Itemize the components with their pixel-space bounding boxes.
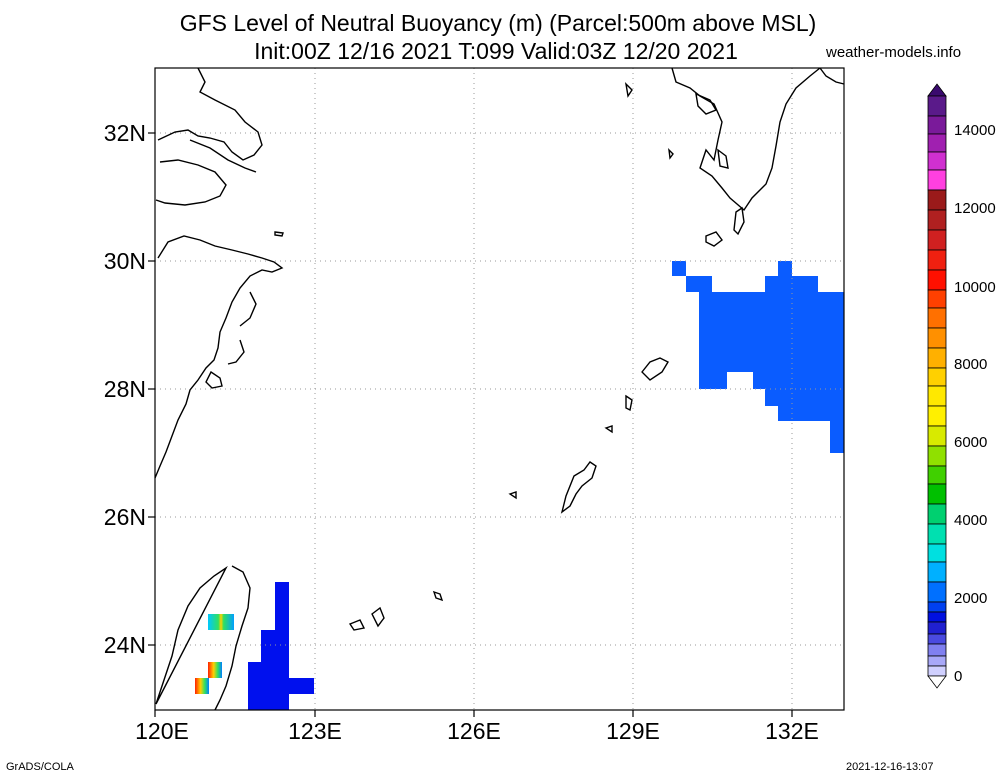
colorbar-label-10000: 10000 <box>954 279 996 296</box>
map-subtitle: Init:00Z 12/16 2021 T:099 Valid:03Z 12/2… <box>254 38 738 64</box>
footer-timestamp: 2021-12-16-13:07 <box>846 761 934 773</box>
colorbar-label-2000: 2000 <box>954 590 988 607</box>
axis-ticks <box>148 132 793 717</box>
coastlines <box>154 67 845 711</box>
lat-label-30n: 30N <box>103 248 146 274</box>
buoyancy-shading-ne <box>672 261 844 453</box>
buoyancy-spots <box>195 614 234 694</box>
lon-label-120e: 120E <box>135 718 189 744</box>
colorbar-label-6000: 6000 <box>954 434 988 451</box>
lon-label-129e: 129E <box>606 718 660 744</box>
colorbar-label-12000: 12000 <box>954 200 996 217</box>
colorbar-label-8000: 8000 <box>954 356 988 373</box>
colorbar-label-4000: 4000 <box>954 512 988 529</box>
buoyancy-shading-taiwan <box>248 582 314 710</box>
lon-label-123e: 123E <box>288 718 342 744</box>
map-title: GFS Level of Neutral Buoyancy (m) (Parce… <box>179 10 817 36</box>
lat-label-32n: 32N <box>103 120 146 146</box>
lat-label-26n: 26N <box>103 504 146 530</box>
lon-label-126e: 126E <box>447 718 501 744</box>
colorbar <box>927 83 947 689</box>
lon-label-132e: 132E <box>765 718 819 744</box>
map-gridlines <box>155 68 844 710</box>
lat-label-24n: 24N <box>103 632 146 658</box>
colorbar-label-14000: 14000 <box>954 122 996 139</box>
colorbar-label-0: 0 <box>954 668 963 685</box>
footer-software: GrADS/COLA <box>6 761 74 773</box>
site-label[interactable]: weather-models.info <box>826 44 962 61</box>
lat-label-28n: 28N <box>103 376 146 402</box>
